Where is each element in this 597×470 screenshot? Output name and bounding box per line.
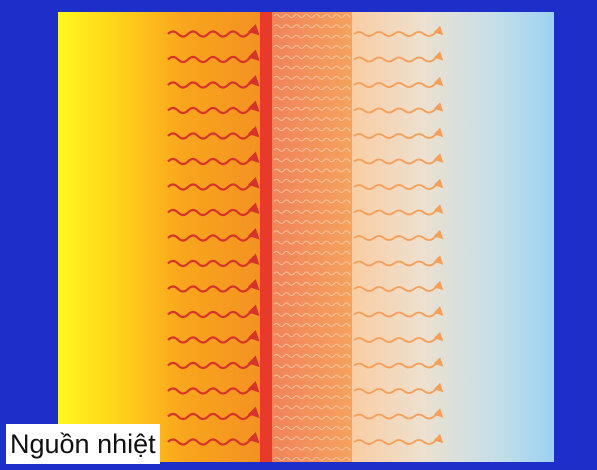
incoming-ray-6-icon: [167, 151, 260, 166]
incoming-ray-14-icon: [167, 355, 260, 370]
wall-wave-line: [273, 178, 351, 183]
outgoing-ray-17-icon: [353, 433, 444, 445]
incoming-ray-12-icon: [167, 304, 260, 319]
outgoing-ray-6-icon: [353, 153, 444, 165]
frame-left: [0, 0, 58, 470]
wall-wave-line: [273, 230, 351, 235]
wall-wave-line: [273, 55, 351, 60]
wall-wave-line: [273, 323, 351, 327]
incoming-ray-2-icon: [167, 49, 260, 64]
incoming-ray-3-icon: [167, 74, 260, 89]
wall-wave-line: [273, 384, 351, 389]
wall-wave-line: [273, 147, 351, 152]
incoming-ray-9-icon: [167, 227, 260, 242]
wall-wave-line: [273, 96, 351, 101]
wall-wave-line: [273, 158, 351, 163]
wall-wave-line: [273, 446, 351, 451]
heat-source-label: Nguồn nhiệt: [6, 424, 160, 464]
wall-wave-line: [273, 168, 351, 173]
outgoing-ray-10-icon: [353, 255, 444, 267]
wall-wave-line: [273, 261, 351, 266]
wall-wave-line: [273, 44, 351, 49]
wall-wave-line: [273, 250, 351, 255]
wall-wave-line: [273, 426, 351, 430]
wall-wave-line: [273, 199, 351, 204]
wall-wave-line: [273, 374, 351, 379]
incoming-ray-7-icon: [167, 176, 260, 191]
wall-wave-line: [273, 65, 351, 70]
outgoing-ray-8-icon: [353, 204, 444, 216]
wall-wave-line: [273, 127, 351, 132]
incoming-ray-8-icon: [167, 202, 260, 217]
outgoing-ray-7-icon: [353, 178, 444, 190]
incoming-ray-13-icon: [167, 329, 260, 344]
wall-wave-line: [273, 436, 351, 441]
wall-wave-line: [273, 75, 351, 80]
frame-bottom: [0, 462, 597, 470]
outgoing-ray-16-icon: [353, 408, 444, 420]
wall-internal-waves: [273, 14, 351, 461]
outgoing-ray-3-icon: [353, 76, 444, 88]
wall-wave-line: [273, 271, 351, 276]
wall-wave-line: [273, 106, 351, 111]
wall-wave-line: [273, 364, 351, 369]
incoming-ray-4-icon: [167, 100, 260, 115]
incoming-ray-1-icon: [167, 23, 260, 38]
wall-wave-line: [273, 395, 351, 400]
outgoing-ray-2-icon: [353, 51, 444, 63]
frame-top: [0, 0, 597, 12]
wall-wave-line: [273, 86, 351, 91]
wall-wave-line: [273, 281, 351, 286]
wall-wave-line: [273, 189, 351, 194]
outgoing-ray-14-icon: [353, 357, 444, 369]
wall-wave-line: [273, 209, 351, 214]
wall-wave-line: [273, 34, 351, 39]
frame-right: [554, 0, 597, 470]
wall-hot-face: [260, 12, 272, 462]
incoming-ray-15-icon: [167, 380, 260, 395]
wall-wave-line: [273, 312, 351, 317]
wall-wave-line: [273, 292, 351, 297]
outgoing-ray-5-icon: [353, 127, 444, 139]
wall-wave-line: [273, 353, 351, 358]
wall-wave-line: [273, 24, 351, 29]
wall-wave-line: [273, 333, 351, 338]
incoming-ray-17-icon: [167, 431, 260, 446]
incoming-ray-16-icon: [167, 406, 260, 421]
incoming-ray-group: [167, 23, 260, 446]
incoming-ray-10-icon: [167, 253, 260, 268]
outgoing-ray-13-icon: [353, 331, 444, 343]
wall-wave-line: [273, 240, 351, 245]
outgoing-ray-1-icon: [353, 25, 444, 37]
incoming-ray-5-icon: [167, 125, 260, 140]
outgoing-ray-15-icon: [353, 382, 444, 394]
wall-wave-line: [273, 456, 351, 461]
wall-wave-line: [273, 415, 351, 420]
outgoing-ray-group: [353, 25, 444, 445]
wall-wave-line: [273, 405, 351, 410]
wall-wave-line: [273, 302, 351, 307]
outgoing-ray-4-icon: [353, 102, 444, 114]
outgoing-ray-12-icon: [353, 306, 444, 318]
wall-wave-line: [273, 343, 351, 348]
wall-wave-line: [273, 220, 351, 224]
wall-wave-line: [273, 117, 351, 121]
incoming-ray-11-icon: [167, 278, 260, 293]
outgoing-ray-9-icon: [353, 229, 444, 241]
wall-wave-line: [273, 14, 351, 18]
outgoing-ray-11-icon: [353, 280, 444, 292]
wall-wave-line: [273, 137, 351, 142]
